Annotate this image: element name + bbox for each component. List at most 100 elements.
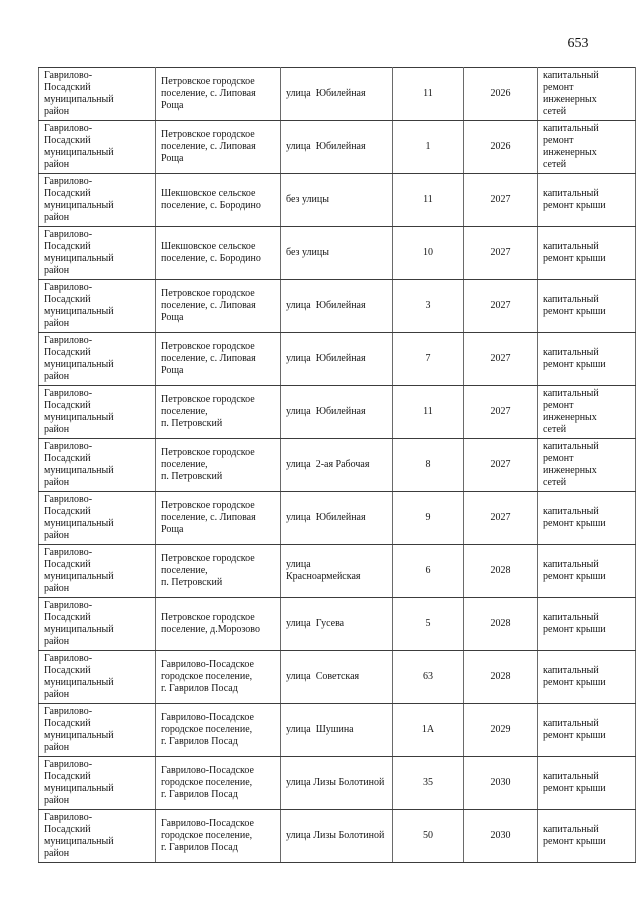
cell-house-number: 63 [392,650,464,704]
cell-house-number: 1 [392,120,464,174]
cell-year: 2029 [463,703,538,757]
cell-street: улица Юбилейная [280,332,393,386]
cell-street: без улицы [280,226,393,280]
cell-settlement: Петровское городское поселение, п. Петро… [155,385,281,439]
cell-house-number: 35 [392,756,464,810]
cell-year: 2028 [463,544,538,598]
cell-street: улица Юбилейная [280,67,393,121]
cell-settlement: Петровское городское поселение, с. Липов… [155,491,281,545]
cell-settlement: Гаврилово-Посадское городское поселение,… [155,650,281,704]
cell-year: 2027 [463,226,538,280]
cell-repair-type: капитальный ремонт инженерных сетей [537,438,636,492]
table-row: Гаврилово- Посадский муниципальный район… [38,332,636,386]
cell-year: 2027 [463,173,538,227]
cell-district: Гаврилово- Посадский муниципальный район [38,120,156,174]
cell-street: улица Красноармейская [280,544,393,598]
cell-settlement: Гаврилово-Посадское городское поселение,… [155,809,281,863]
table-row: Гаврилово- Посадский муниципальный район… [38,120,636,174]
cell-year: 2028 [463,597,538,651]
table-row: Гаврилово- Посадский муниципальный район… [38,226,636,280]
cell-settlement: Гаврилово-Посадское городское поселение,… [155,756,281,810]
table-row: Гаврилово- Посадский муниципальный район… [38,756,636,810]
cell-repair-type: капитальный ремонт инженерных сетей [537,67,636,121]
cell-district: Гаврилово- Посадский муниципальный район [38,173,156,227]
cell-street: улица Юбилейная [280,120,393,174]
cell-district: Гаврилово- Посадский муниципальный район [38,809,156,863]
cell-repair-type: капитальный ремонт крыши [537,650,636,704]
cell-street: улица Юбилейная [280,279,393,333]
cell-district: Гаврилово- Посадский муниципальный район [38,597,156,651]
cell-year: 2027 [463,491,538,545]
cell-house-number: 10 [392,226,464,280]
cell-district: Гаврилово- Посадский муниципальный район [38,491,156,545]
cell-settlement: Петровское городское поселение, д.Морозо… [155,597,281,651]
cell-year: 2027 [463,332,538,386]
table-row: Гаврилово- Посадский муниципальный район… [38,650,636,704]
cell-settlement: Шекшовское сельское поселение, с. Бороди… [155,226,281,280]
cell-district: Гаврилово- Посадский муниципальный район [38,67,156,121]
table-row: Гаврилово- Посадский муниципальный район… [38,597,636,651]
cell-house-number: 11 [392,385,464,439]
cell-repair-type: капитальный ремонт крыши [537,756,636,810]
cell-street: улица Шушина [280,703,393,757]
cell-repair-type: капитальный ремонт крыши [537,809,636,863]
cell-house-number: 11 [392,173,464,227]
cell-district: Гаврилово- Посадский муниципальный район [38,279,156,333]
cell-year: 2027 [463,438,538,492]
table-row: Гаврилово- Посадский муниципальный район… [38,809,636,863]
cell-settlement: Гаврилово-Посадское городское поселение,… [155,703,281,757]
cell-repair-type: капитальный ремонт крыши [537,703,636,757]
table-row: Гаврилово- Посадский муниципальный район… [38,491,636,545]
cell-repair-type: капитальный ремонт крыши [537,332,636,386]
cell-district: Гаврилово- Посадский муниципальный район [38,756,156,810]
table-row: Гаврилово- Посадский муниципальный район… [38,703,636,757]
cell-district: Гаврилово- Посадский муниципальный район [38,332,156,386]
cell-street: улица Юбилейная [280,385,393,439]
cell-repair-type: капитальный ремонт инженерных сетей [537,120,636,174]
cell-street: улица 2-ая Рабочая [280,438,393,492]
cell-year: 2027 [463,279,538,333]
table-row: Гаврилово- Посадский муниципальный район… [38,279,636,333]
cell-house-number: 6 [392,544,464,598]
cell-year: 2026 [463,120,538,174]
cell-settlement: Шекшовское сельское поселение, с. Бороди… [155,173,281,227]
table-row: Гаврилово- Посадский муниципальный район… [38,385,636,439]
cell-settlement: Петровское городское поселение, п. Петро… [155,544,281,598]
cell-repair-type: капитальный ремонт крыши [537,544,636,598]
cell-house-number: 11 [392,67,464,121]
cell-district: Гаврилово- Посадский муниципальный район [38,226,156,280]
cell-district: Гаврилово- Посадский муниципальный район [38,544,156,598]
cell-district: Гаврилово- Посадский муниципальный район [38,438,156,492]
capital-repair-plan-table: Гаврилово- Посадский муниципальный район… [38,67,636,863]
cell-repair-type: капитальный ремонт крыши [537,597,636,651]
cell-year: 2030 [463,756,538,810]
cell-year: 2028 [463,650,538,704]
cell-repair-type: капитальный ремонт инженерных сетей [537,385,636,439]
cell-settlement: Петровское городское поселение, п. Петро… [155,438,281,492]
cell-district: Гаврилово- Посадский муниципальный район [38,703,156,757]
cell-repair-type: капитальный ремонт крыши [537,279,636,333]
cell-house-number: 5 [392,597,464,651]
cell-year: 2030 [463,809,538,863]
cell-street: без улицы [280,173,393,227]
page-number: 653 [567,36,589,51]
cell-repair-type: капитальный ремонт крыши [537,491,636,545]
cell-district: Гаврилово- Посадский муниципальный район [38,650,156,704]
cell-house-number: 9 [392,491,464,545]
cell-repair-type: капитальный ремонт крыши [537,173,636,227]
cell-settlement: Петровское городское поселение, с. Липов… [155,279,281,333]
cell-street: улица Гусева [280,597,393,651]
cell-year: 2027 [463,385,538,439]
cell-house-number: 7 [392,332,464,386]
cell-house-number: 8 [392,438,464,492]
cell-house-number: 50 [392,809,464,863]
table-row: Гаврилово- Посадский муниципальный район… [38,173,636,227]
cell-settlement: Петровское городское поселение, с. Липов… [155,120,281,174]
cell-district: Гаврилово- Посадский муниципальный район [38,385,156,439]
cell-year: 2026 [463,67,538,121]
cell-street: улица Лизы Болотиной [280,756,393,810]
cell-street: улица Советская [280,650,393,704]
cell-settlement: Петровское городское поселение, с. Липов… [155,332,281,386]
table-row: Гаврилово- Посадский муниципальный район… [38,438,636,492]
